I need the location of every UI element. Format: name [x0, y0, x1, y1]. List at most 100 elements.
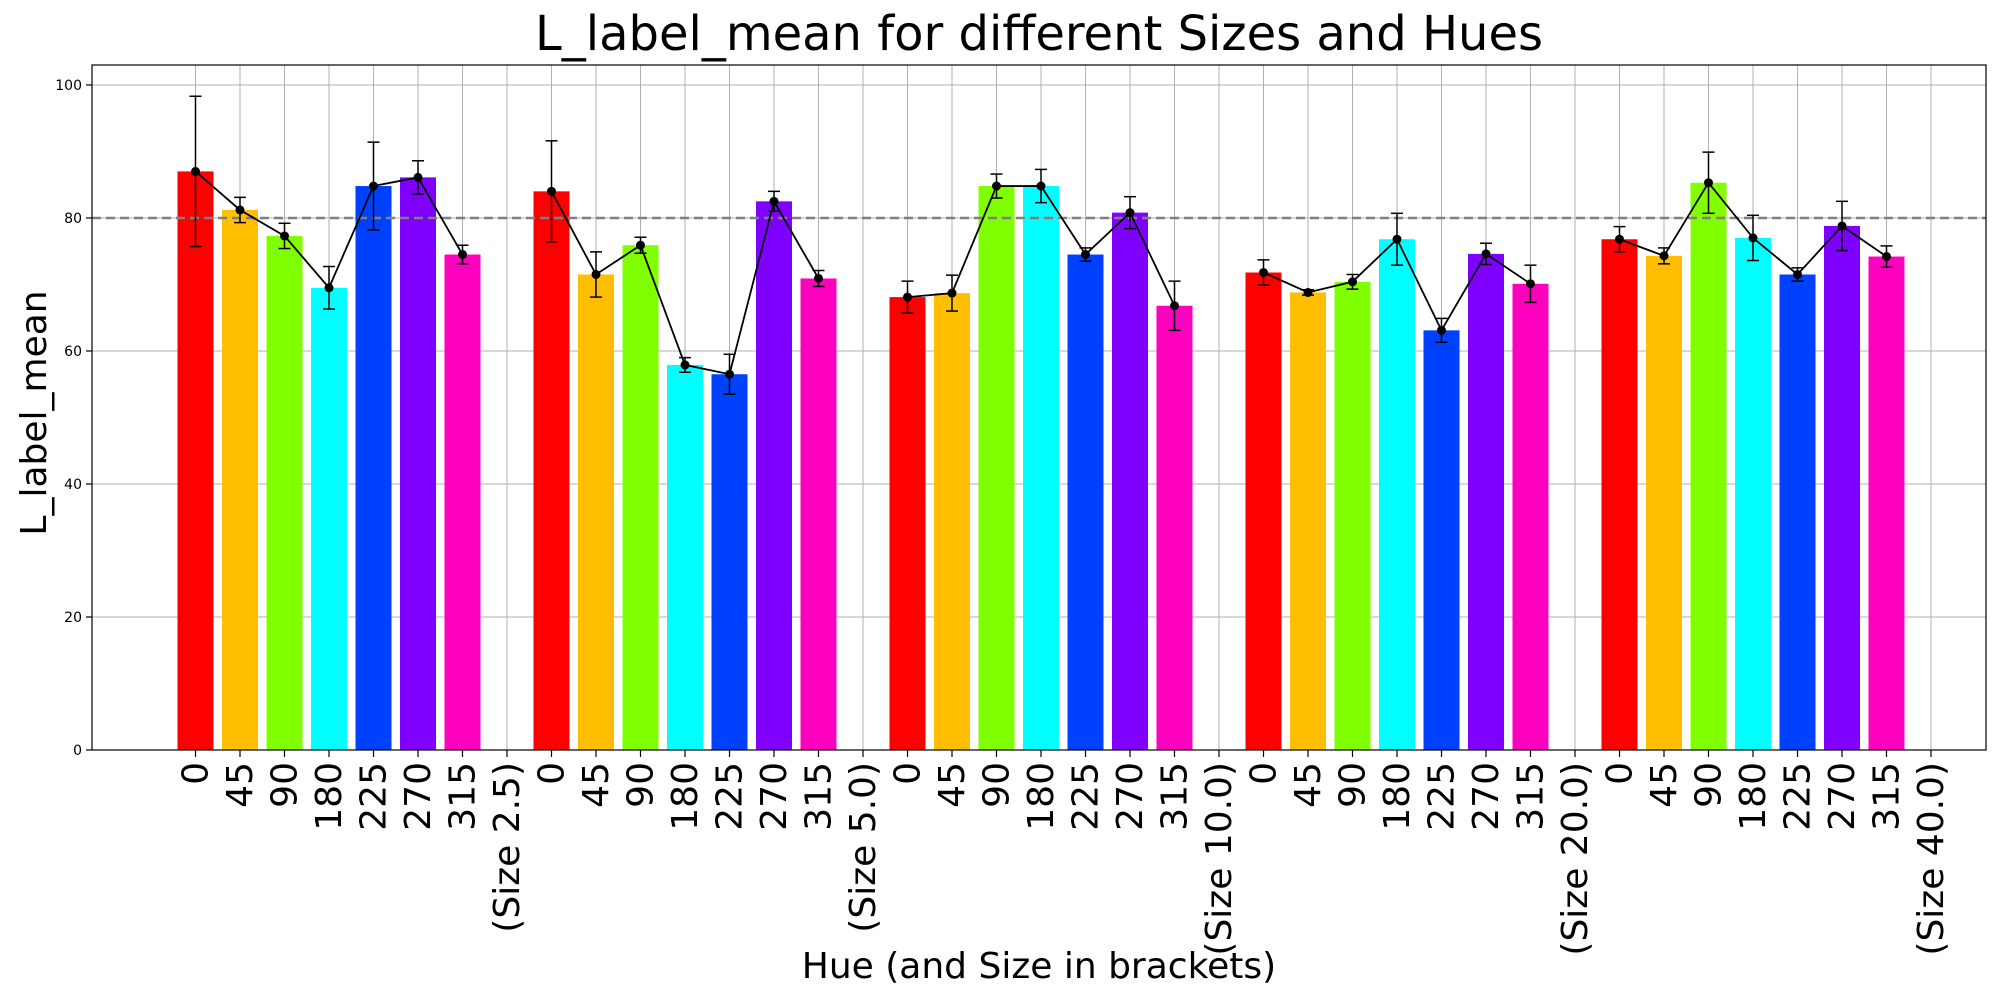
- data-point: [1303, 287, 1313, 297]
- data-point: [280, 231, 289, 241]
- bar: [667, 364, 703, 750]
- x-tick-label-hue: 90: [1333, 762, 1374, 808]
- bar-layer: [177, 171, 1905, 751]
- bar: [1824, 225, 1860, 750]
- x-tick-label-hue: 45: [220, 762, 261, 808]
- bar: [889, 297, 926, 750]
- data-point: [1793, 269, 1802, 279]
- data-point: [903, 292, 912, 302]
- x-tick-label-hue: 180: [309, 762, 350, 831]
- x-tick-label-hue: 180: [1377, 762, 1418, 831]
- bar: [355, 186, 392, 751]
- x-tick-label-size: (Size 20.0): [1555, 762, 1596, 956]
- x-tick-label-size: (Size 5.0): [843, 762, 884, 933]
- x-tick-label-hue: 270: [1466, 762, 1507, 831]
- x-axis-label: Hue (and Size in brackets): [802, 946, 1276, 987]
- plot-frame: [91, 64, 1987, 751]
- data-point: [1170, 301, 1179, 311]
- data-point: [591, 269, 601, 279]
- bar: [400, 177, 436, 751]
- bar: [1023, 186, 1059, 751]
- bar: [978, 186, 1015, 751]
- data-point: [1882, 252, 1891, 262]
- x-tick-label-hue: 270: [398, 762, 439, 831]
- bar: [1690, 182, 1727, 750]
- data-point: [1348, 277, 1357, 287]
- bar: [1423, 330, 1460, 750]
- data-point: [191, 166, 200, 176]
- x-tick-label-hue: 90: [621, 762, 662, 808]
- x-tick-label-hue: 45: [1644, 762, 1685, 808]
- data-point: [1392, 234, 1402, 244]
- bar: [311, 287, 347, 750]
- data-point: [1481, 249, 1491, 259]
- x-tick-label-hue: 0: [1244, 762, 1285, 785]
- data-point: [1837, 221, 1847, 231]
- data-point: [1615, 234, 1624, 244]
- x-tick-label-hue: 45: [1288, 762, 1329, 808]
- x-tick-label-hue: 225: [1778, 762, 1819, 831]
- data-point: [680, 360, 690, 370]
- x-tick-label-size: (Size 40.0): [1911, 762, 1952, 956]
- bar: [533, 191, 570, 750]
- x-tick-label-hue: 0: [1600, 762, 1641, 785]
- x-tick-label-hue: 315: [443, 762, 484, 831]
- x-tick-label-hue: 90: [265, 762, 306, 808]
- x-tick-label-hue: 0: [888, 762, 929, 785]
- x-tick-label-size: (Size 2.5): [487, 762, 528, 933]
- data-point: [1036, 181, 1046, 191]
- data-point: [769, 196, 779, 206]
- bar: [934, 293, 970, 750]
- data-point: [1748, 233, 1758, 243]
- chart-title: L_label_mean for different Sizes and Hue…: [535, 6, 1543, 62]
- bar: [1512, 283, 1549, 750]
- y-tick-label: 0: [73, 743, 82, 759]
- data-point: [413, 172, 423, 182]
- data-point: [1659, 251, 1669, 261]
- y-tick-label: 80: [64, 211, 82, 227]
- bar: [800, 278, 837, 750]
- x-tick-label-hue: 180: [665, 762, 706, 831]
- bar: [444, 254, 481, 751]
- bar: [222, 209, 258, 750]
- x-tick-label-hue: 315: [799, 762, 840, 831]
- bar: [622, 245, 659, 750]
- y-tick-label: 100: [55, 78, 82, 94]
- x-tick-label-hue: 225: [1066, 762, 1107, 831]
- bar: [1334, 281, 1371, 750]
- bar: [1468, 253, 1504, 750]
- data-point: [725, 369, 734, 379]
- data-point: [1437, 325, 1446, 335]
- bar: [1067, 254, 1104, 751]
- y-tick-label: 40: [64, 477, 82, 493]
- bar: [266, 235, 303, 750]
- data-point: [547, 186, 556, 196]
- x-tick-label-hue: 225: [710, 762, 751, 831]
- data-point: [1125, 208, 1135, 218]
- data-point: [1526, 279, 1535, 289]
- x-tick-label-hue: 0: [176, 762, 217, 785]
- data-point: [1704, 178, 1713, 188]
- bar: [578, 274, 614, 750]
- x-tick-label-hue: 270: [1110, 762, 1151, 831]
- bar: [711, 374, 748, 750]
- y-tick-label: 20: [64, 610, 82, 626]
- data-point: [1259, 267, 1268, 277]
- data-point: [992, 181, 1001, 191]
- bar: [1245, 272, 1282, 750]
- bar: [1646, 255, 1682, 750]
- data-point: [814, 273, 823, 283]
- bar: [1112, 212, 1148, 751]
- x-tick-label-hue: 45: [932, 762, 973, 808]
- x-tick-label-hue: 0: [532, 762, 573, 785]
- bar: [1779, 274, 1816, 750]
- x-tick-label-hue: 315: [1867, 762, 1908, 831]
- data-point: [1081, 250, 1090, 260]
- x-tick-label-hue: 180: [1021, 762, 1062, 831]
- y-tick-label: 60: [64, 344, 82, 360]
- data-point: [369, 181, 378, 191]
- data-point: [947, 288, 957, 298]
